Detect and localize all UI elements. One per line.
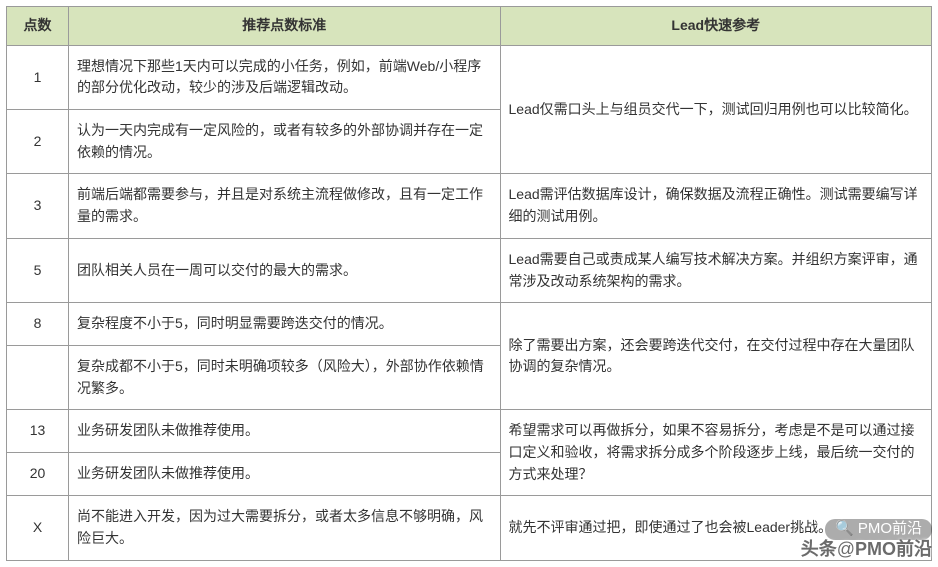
cell-points: 1 <box>7 45 69 109</box>
cell-points: 13 <box>7 410 69 453</box>
cell-standard: 团队相关人员在一周可以交付的最大的需求。 <box>69 238 501 302</box>
cell-standard: 前端后端都需要参与，并且是对系统主流程做修改，且有一定工作量的需求。 <box>69 174 501 238</box>
cell-standard: 复杂成都不小于5，同时未明确项较多（风险大），外部协作依赖情况繁多。 <box>69 345 501 409</box>
table-row: 1 理想情况下那些1天内可以完成的小任务，例如，前端Web/小程序的部分优化改动… <box>7 45 932 109</box>
table-row: 3 前端后端都需要参与，并且是对系统主流程做修改，且有一定工作量的需求。 Lea… <box>7 174 932 238</box>
cell-standard: 业务研发团队未做推荐使用。 <box>69 410 501 453</box>
cell-points: 8 <box>7 303 69 346</box>
cell-reference: 希望需求可以再做拆分，如果不容易拆分，考虑是不是可以通过接口定义和验收，将需求拆… <box>500 410 932 496</box>
table-row: 8 复杂程度不小于5，同时明显需要跨迭交付的情况。 除了需要出方案，还会要跨迭代… <box>7 303 932 346</box>
cell-standard: 复杂程度不小于5，同时明显需要跨迭交付的情况。 <box>69 303 501 346</box>
cell-points: X <box>7 496 69 560</box>
cell-points: 20 <box>7 453 69 496</box>
table-row: 13 业务研发团队未做推荐使用。 希望需求可以再做拆分，如果不容易拆分，考虑是不… <box>7 410 932 453</box>
cell-reference: Lead需评估数据库设计，确保数据及流程正确性。测试需要编写详细的测试用例。 <box>500 174 932 238</box>
table-row: 5 团队相关人员在一周可以交付的最大的需求。 Lead需要自己或责成某人编写技术… <box>7 238 932 302</box>
header-reference: Lead快速参考 <box>500 7 932 46</box>
cell-points <box>7 345 69 409</box>
cell-standard: 尚不能进入开发，因为过大需要拆分，或者太多信息不够明确，风险巨大。 <box>69 496 501 560</box>
header-standard: 推荐点数标准 <box>69 7 501 46</box>
cell-standard: 认为一天内完成有一定风险的，或者有较多的外部协调并存在一定依赖的情况。 <box>69 110 501 174</box>
cell-points: 3 <box>7 174 69 238</box>
cell-reference: 就先不评审通过把，即使通过了也会被Leader挑战。 <box>500 496 932 560</box>
cell-points: 5 <box>7 238 69 302</box>
points-table: 点数 推荐点数标准 Lead快速参考 1 理想情况下那些1天内可以完成的小任务，… <box>6 6 932 561</box>
cell-standard: 业务研发团队未做推荐使用。 <box>69 453 501 496</box>
cell-points: 2 <box>7 110 69 174</box>
cell-standard: 理想情况下那些1天内可以完成的小任务，例如，前端Web/小程序的部分优化改动，较… <box>69 45 501 109</box>
cell-reference: 除了需要出方案，还会要跨迭代交付，在交付过程中存在大量团队协调的复杂情况。 <box>500 303 932 410</box>
table-row: X 尚不能进入开发，因为过大需要拆分，或者太多信息不够明确，风险巨大。 就先不评… <box>7 496 932 560</box>
header-points: 点数 <box>7 7 69 46</box>
cell-reference: Lead仅需口头上与组员交代一下，测试回归用例也可以比较简化。 <box>500 45 932 174</box>
cell-reference: Lead需要自己或责成某人编写技术解决方案。并组织方案评审，通常涉及改动系统架构… <box>500 238 932 302</box>
